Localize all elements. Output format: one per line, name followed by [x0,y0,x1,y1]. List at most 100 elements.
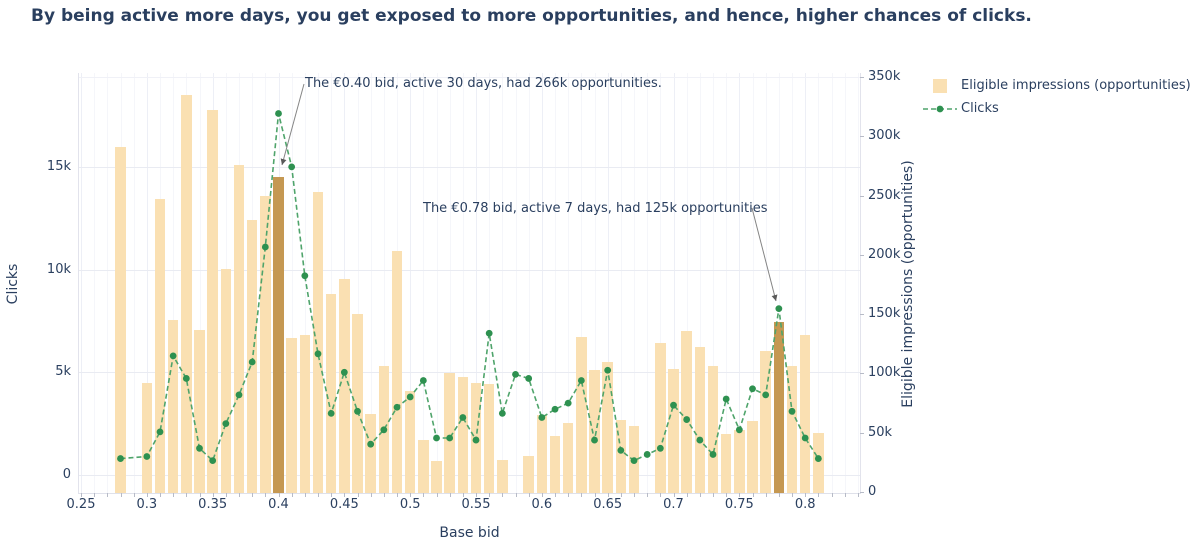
click-point-0.59[interactable] [525,375,533,382]
click-point-0.32[interactable] [169,352,177,360]
click-point-0.60[interactable] [538,414,546,421]
bar-0.31[interactable] [154,199,166,493]
click-point-0.67[interactable] [630,457,638,465]
bar-0.42[interactable] [299,335,311,493]
click-point-0.73[interactable] [709,451,717,458]
click-point-0.31[interactable] [156,428,164,436]
bar-0.57[interactable] [497,459,508,493]
bar-0.41[interactable] [286,337,297,493]
bar-0.62[interactable] [562,423,574,493]
click-point-0.65[interactable] [604,366,612,374]
click-point-0.52[interactable] [433,434,440,442]
bar-0.76[interactable] [747,420,758,493]
click-point-0.33[interactable] [182,375,190,382]
click-point-0.74[interactable] [722,395,730,403]
bar-0.74[interactable] [720,433,732,493]
click-point-0.56[interactable] [485,329,493,337]
click-point-0.30[interactable] [143,453,151,460]
bar-0.44[interactable] [325,293,337,493]
bar-0.63[interactable] [576,336,587,493]
bar-0.61[interactable] [549,436,561,493]
click-point-0.43[interactable] [314,350,322,358]
bar-0.30[interactable] [141,382,153,493]
bar-0.37[interactable] [233,164,245,493]
bar-0.54[interactable] [457,376,469,493]
click-point-0.79[interactable] [788,407,796,415]
legend-item-impressions[interactable]: Eligible impressions (opportunities) [922,74,1191,97]
click-point-0.61[interactable] [551,405,559,413]
bar-0.39[interactable] [260,195,271,493]
click-point-0.40[interactable] [275,110,282,117]
bar-0.33[interactable] [181,94,192,493]
click-point-0.39[interactable] [261,243,269,251]
bar-0.70[interactable] [668,368,679,493]
click-point-0.55[interactable] [472,436,480,444]
bar-0.34[interactable] [194,329,205,493]
click-point-0.45[interactable] [340,368,348,376]
bar-0.56[interactable] [483,384,495,493]
bar-0.69[interactable] [655,342,666,493]
click-point-0.42[interactable] [301,272,309,280]
bar-0.71[interactable] [681,330,692,493]
click-point-0.68[interactable] [643,451,651,458]
click-point-0.77[interactable] [762,391,770,399]
bar-0.73[interactable] [707,366,719,493]
click-point-0.78[interactable] [775,305,783,313]
click-point-0.64[interactable] [591,436,598,444]
bar-0.65[interactable] [602,361,613,493]
click-point-0.75[interactable] [735,426,743,434]
bar-0.77[interactable] [760,350,771,493]
bar-0.59[interactable] [523,456,534,493]
bar-0.35[interactable] [207,110,218,493]
click-point-0.50[interactable] [406,393,414,401]
bar-0.52[interactable] [431,461,442,493]
bar-0.66[interactable] [615,419,627,493]
click-point-0.36[interactable] [222,420,230,428]
click-point-0.62[interactable] [564,399,572,407]
bar-0.72[interactable] [694,347,706,493]
click-point-0.54[interactable] [459,414,467,421]
bar-0.46[interactable] [352,314,363,493]
click-point-0.51[interactable] [419,377,427,384]
bar-0.49[interactable] [391,251,403,493]
click-point-0.41[interactable] [288,163,296,171]
click-point-0.63[interactable] [577,377,585,384]
click-point-0.37[interactable] [235,391,243,399]
click-point-0.48[interactable] [380,426,388,434]
click-point-0.69[interactable] [656,444,664,452]
bar-0.81[interactable] [813,432,824,493]
bar-0.79[interactable] [786,366,798,493]
plot-area[interactable]: Base bid 0.25 0.3 0.35 0.4 0.45 0.5 0.55 0.6 0.6… [47,69,900,541]
click-point-0.72[interactable] [696,436,704,444]
bar-0.64[interactable] [589,369,600,493]
click-point-0.28[interactable] [117,455,124,462]
bar-0.51[interactable] [418,439,429,493]
click-point-0.71[interactable] [683,416,691,423]
bar-0.40[interactable] [273,176,284,493]
bar-0.75[interactable] [734,430,745,493]
click-point-0.81[interactable] [814,455,822,462]
click-point-0.35[interactable] [209,457,217,465]
click-point-0.53[interactable] [446,434,454,442]
bar-0.28[interactable] [115,146,126,493]
legend-item-clicks[interactable]: Clicks [922,97,1191,120]
click-point-0.57[interactable] [498,409,506,417]
bar-0.53[interactable] [444,373,455,493]
click-point-0.47[interactable] [367,440,375,448]
bar-0.80[interactable] [799,335,811,493]
click-point-0.58[interactable] [512,370,519,378]
click-point-0.46[interactable] [354,407,361,415]
bar-0.60[interactable] [536,414,548,493]
click-point-0.44[interactable] [327,409,335,417]
click-point-0.70[interactable] [670,401,677,409]
click-point-0.49[interactable] [393,403,401,411]
bar-0.50[interactable] [404,391,416,493]
click-point-0.76[interactable] [749,385,756,393]
bar-0.38[interactable] [246,220,258,493]
bar-0.78[interactable] [773,322,785,493]
bar-0.43[interactable] [312,191,324,493]
bar-0.36[interactable] [220,269,232,493]
click-point-0.38[interactable] [248,358,256,366]
click-point-0.66[interactable] [617,446,625,454]
bar-0.32[interactable] [167,320,179,493]
